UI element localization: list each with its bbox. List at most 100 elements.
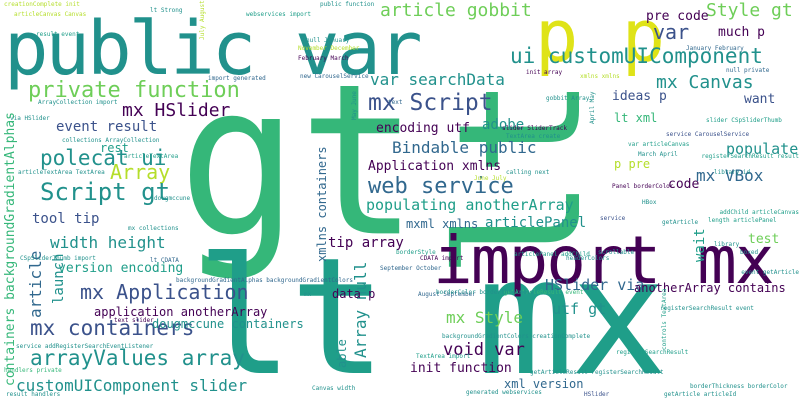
word-small: November December [298,45,360,52]
word-lt-mx: lt mx [196,224,668,400]
word-var-searchdata: var searchData [370,70,505,89]
word-populate: populate [726,140,799,158]
word-small: creationComplete init [4,1,80,8]
word-anotherarray-contains: anotherArray contains [634,281,786,295]
word-small: CSpSliderThumb import [20,255,96,262]
word-small: collections ArrayCollection [62,137,160,144]
word-application-anotherarray: application anotherArray [94,305,268,319]
word-style-gt: Style gt [706,0,793,21]
word-want: want [744,92,776,107]
word-small: text slider [114,317,154,324]
word-arrayvalues-array: arrayValues array [30,346,245,370]
word-mx-application: mx Application [80,280,249,304]
word-rest: rest [100,141,129,155]
word-small: August September [418,291,476,298]
word-small: headerColors [566,255,610,262]
word-gt: gt [178,39,419,284]
word-small: var articleCanvas [628,141,690,148]
word-much-p: much p [718,25,765,40]
word-small: Canvas width [312,385,356,392]
word-small: new CarouselService [300,73,369,80]
word-hslider-via: HSlider via [545,276,645,294]
word-small: backgroundGradientColors creationComplet… [442,333,591,340]
word-small: July August [199,0,206,40]
word-small: scrollable [598,249,635,256]
word-test: test [748,232,780,247]
word-mx-script: mx Script [368,90,493,116]
word-small: borderStyle [396,249,436,256]
word-event-result: event result [56,119,158,135]
word-small: library [714,241,740,248]
word-populating-anotherarray: populating anotherArray [366,196,574,214]
word-encoding-utf: encoding utf [376,121,470,136]
word-customuicomponent-slider: customUIComponent slider [16,376,248,395]
word-small: null private [726,67,770,74]
word-small: service addRegisterSearchEventListener [16,343,154,350]
word-small: mx collections [128,225,179,232]
word-small: getArticleResult registerSearchResult [530,369,664,376]
word-small: January February [686,45,744,52]
word-lt-xml: lt xml [614,111,658,125]
word-small: getArticleResult event [504,289,584,296]
word-array-null: Array null [351,261,370,358]
word-small: February March [298,55,349,62]
word-small: TextArea import [416,353,471,360]
word-small: length articlePanel [708,217,777,224]
word-small: generated webservices [466,389,542,396]
word-script-gt: Script gt [40,178,171,206]
word-small: September October [380,265,442,272]
word-article-gobbit: article gobbit [380,0,532,21]
word-code: code [668,177,700,192]
word-tool-tip: tool tip [32,211,100,227]
word-small: handlers private [4,367,62,374]
word-small: June July [474,175,507,182]
word-small: dougmccune [154,195,191,202]
word-small: init array [526,69,563,76]
word-xmlns-containers: xmlns containers [315,146,329,262]
word-dougmccune-containers: dougmccune containers [152,317,304,331]
word-small: getArticle [662,219,699,226]
word-small: articleTextArea [124,153,179,160]
word-small: addChild articleCanvas [719,209,799,216]
word-small: getArticle articleId [664,391,737,398]
word-small: registerSearchResult result [701,153,799,160]
word-small: ArrayCollection import [38,99,118,106]
word-pre-code: pre code [646,9,709,24]
word-ui-customuicomponent: ui customUIComponent [510,44,763,68]
word-small: result handlers [6,391,61,398]
word-init-function: init function [410,361,512,376]
word-small: registerSearchResult [616,349,689,356]
word-small: service [600,215,626,222]
word-var: var [653,20,690,44]
word-small: lt Strong [150,7,183,14]
word-tip-array: tip array [328,235,404,251]
word-small: HBox [642,199,657,206]
word-private-function: private function [28,78,240,103]
word-public-var: public var [4,6,423,92]
word-small: service CarouselService [666,131,750,138]
word-wait: wait [692,228,708,262]
word-small: public function [320,1,375,8]
word-mx-hslider: mx HSlider [122,100,231,121]
word-mx-containers: mx containers [30,316,195,340]
word-small: backgroundGradientAlphas backgroundGradi… [176,277,354,284]
word-utf-gt: utf gt [552,300,607,318]
word-application-xmlns: Application xmlns [368,159,502,174]
word-small: articleCanvas Canvas [14,11,87,18]
word-small: April May [589,91,596,124]
word-mx-style: mx Style [446,308,524,327]
word-small: HSlider [584,391,610,398]
word-small: lt CDATA [150,257,179,264]
word-import-mx: import mx [433,222,775,299]
word-small: TextArea create [506,133,561,140]
word-small: library_id [714,169,751,176]
word-small: null January [306,37,350,44]
word-small: CDATA import [420,255,464,262]
word-small: slider SliderTrack [502,125,568,132]
word-bindable-public: Bindable public [392,138,537,157]
word-mxml-xmlns: mxml xmlns [406,217,479,231]
word-mx-canvas: mx Canvas [656,72,754,93]
word-small: via HSlider [10,115,50,122]
word-small: March April [638,151,678,158]
word-ideas-p: ideas p [612,89,667,104]
